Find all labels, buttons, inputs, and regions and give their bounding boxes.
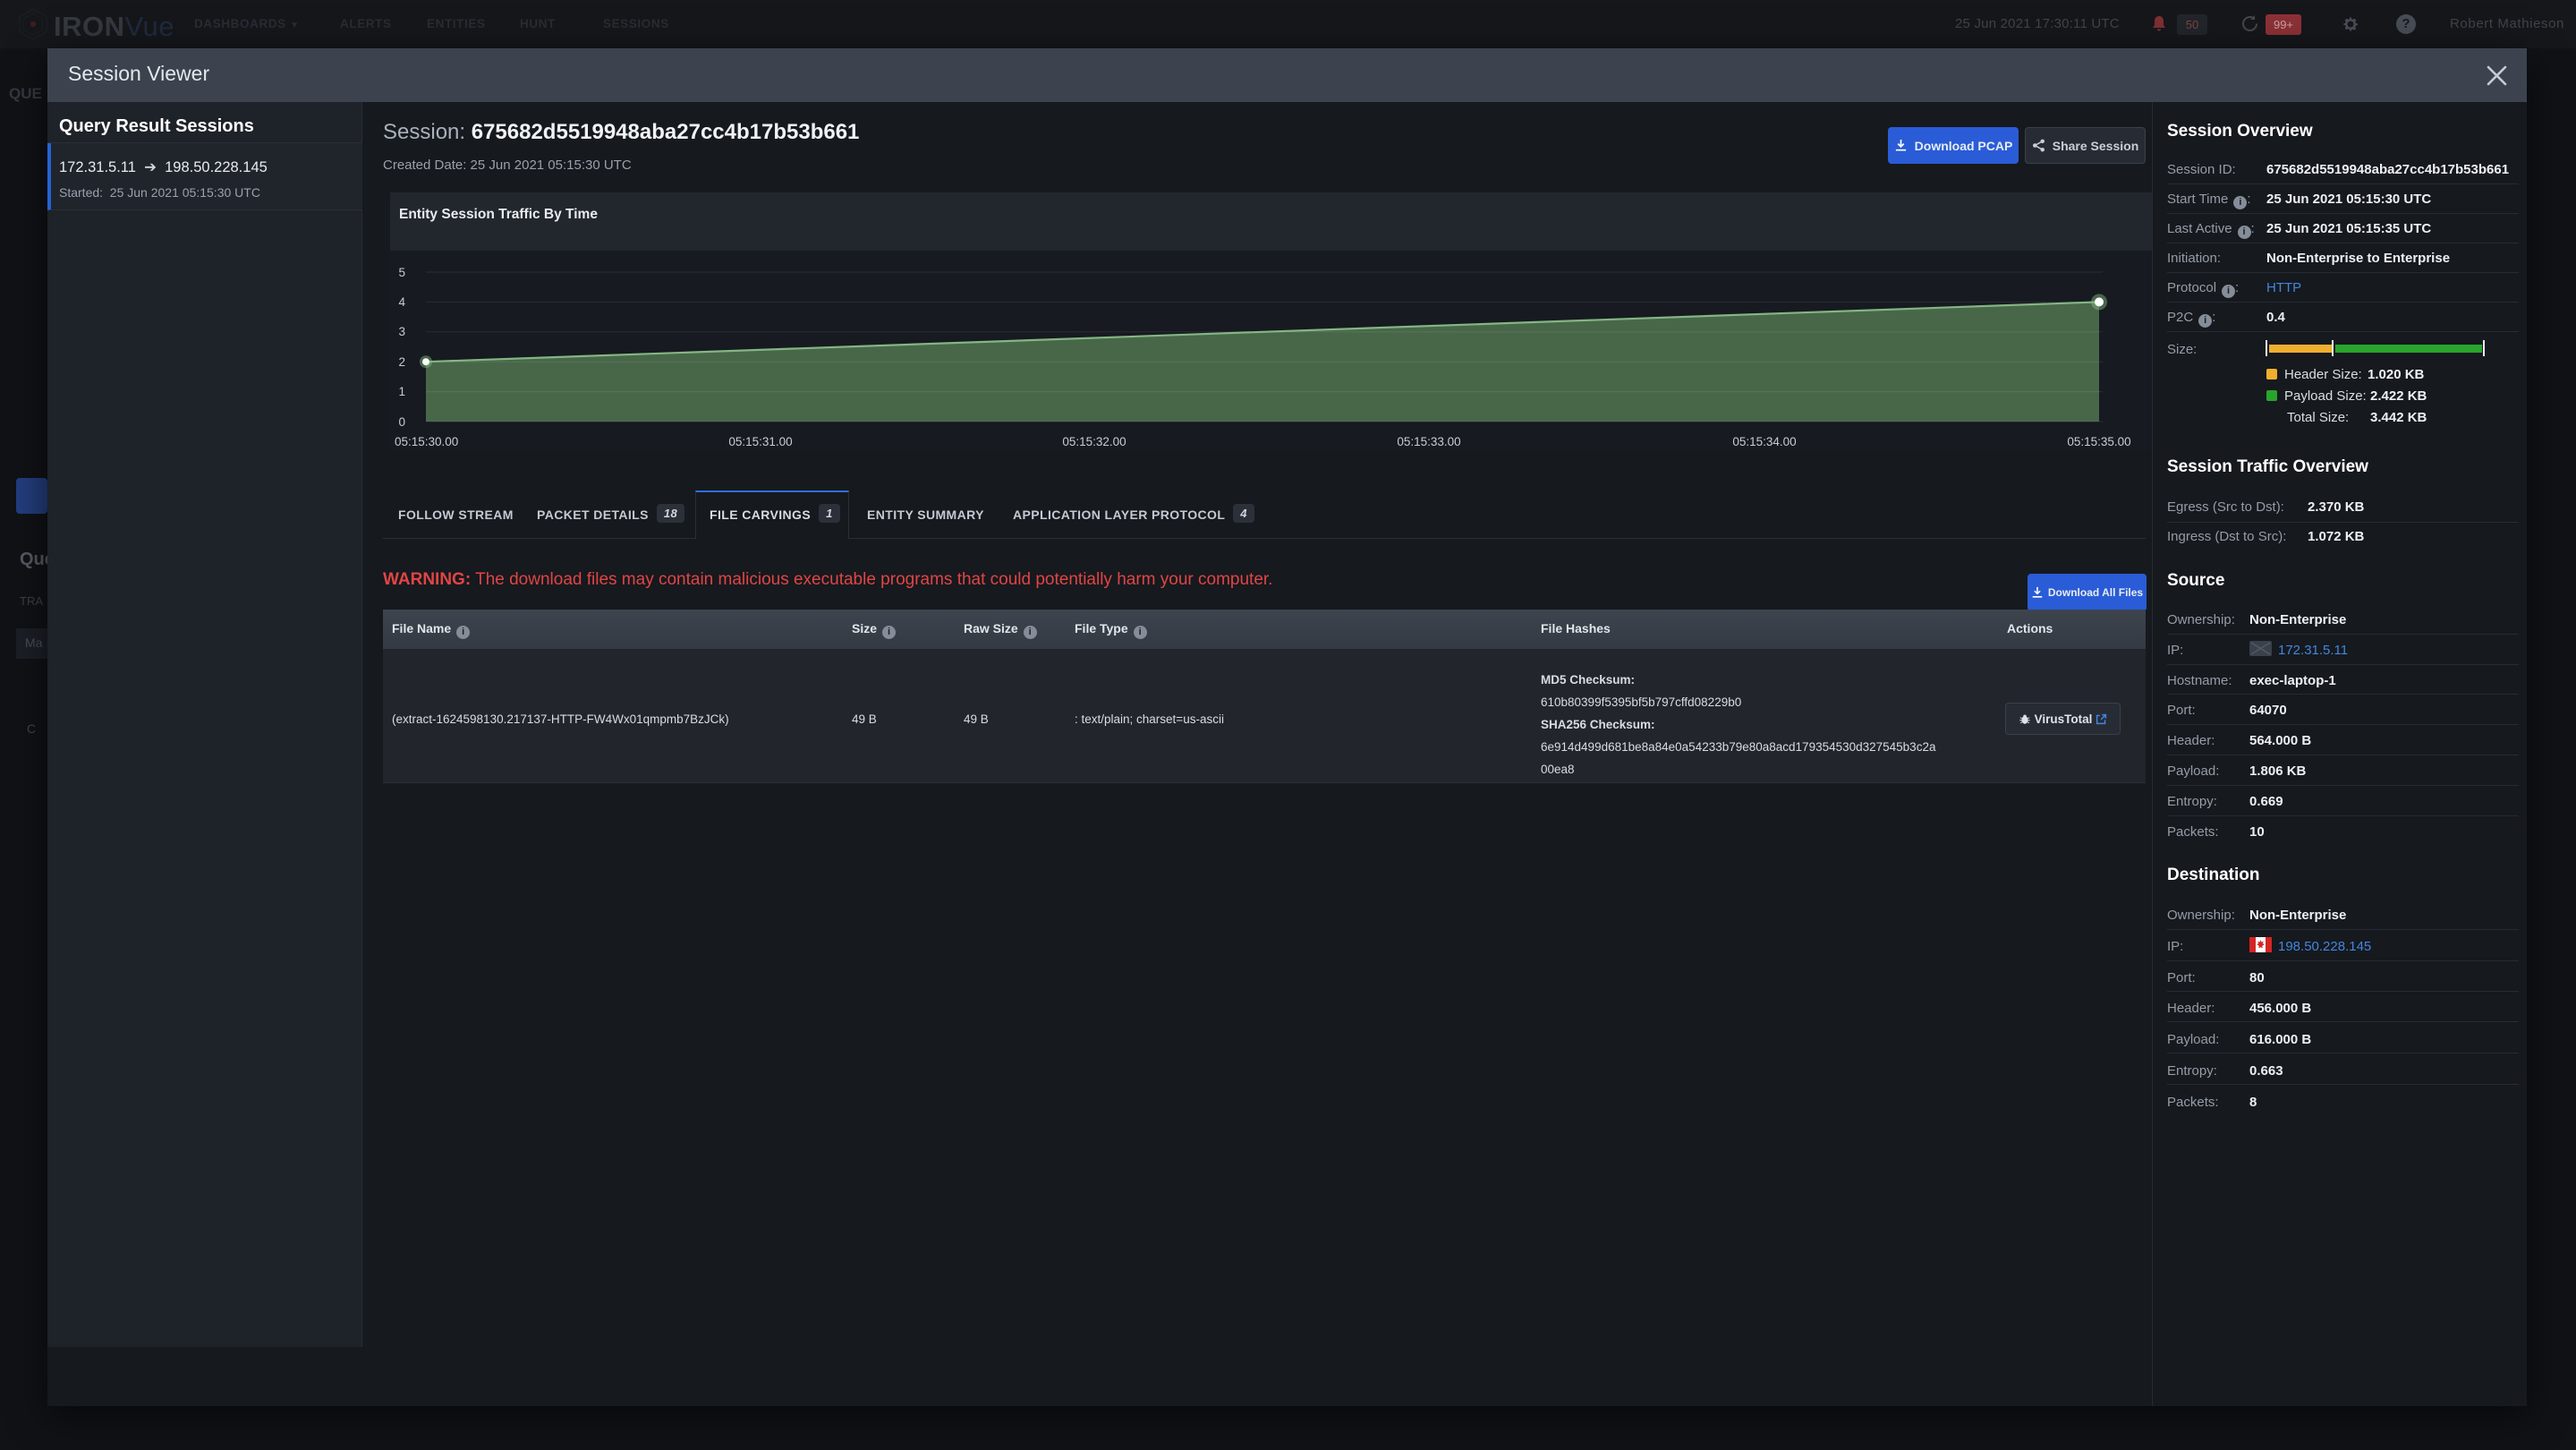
svg-text:1: 1 [398, 385, 405, 398]
svg-text:5: 5 [398, 266, 405, 279]
svg-text:0: 0 [398, 415, 405, 429]
svg-text:3: 3 [398, 325, 405, 338]
svg-text:05:15:34.00: 05:15:34.00 [1732, 435, 1796, 448]
svg-text:05:15:33.00: 05:15:33.00 [1397, 435, 1460, 448]
svg-text:05:15:31.00: 05:15:31.00 [728, 435, 792, 448]
svg-text:05:15:32.00: 05:15:32.00 [1062, 435, 1126, 448]
svg-text:05:15:30.00: 05:15:30.00 [395, 435, 458, 448]
svg-text:2: 2 [398, 355, 405, 369]
svg-text:4: 4 [398, 295, 405, 309]
svg-text:05:15:35.00: 05:15:35.00 [2067, 435, 2130, 448]
